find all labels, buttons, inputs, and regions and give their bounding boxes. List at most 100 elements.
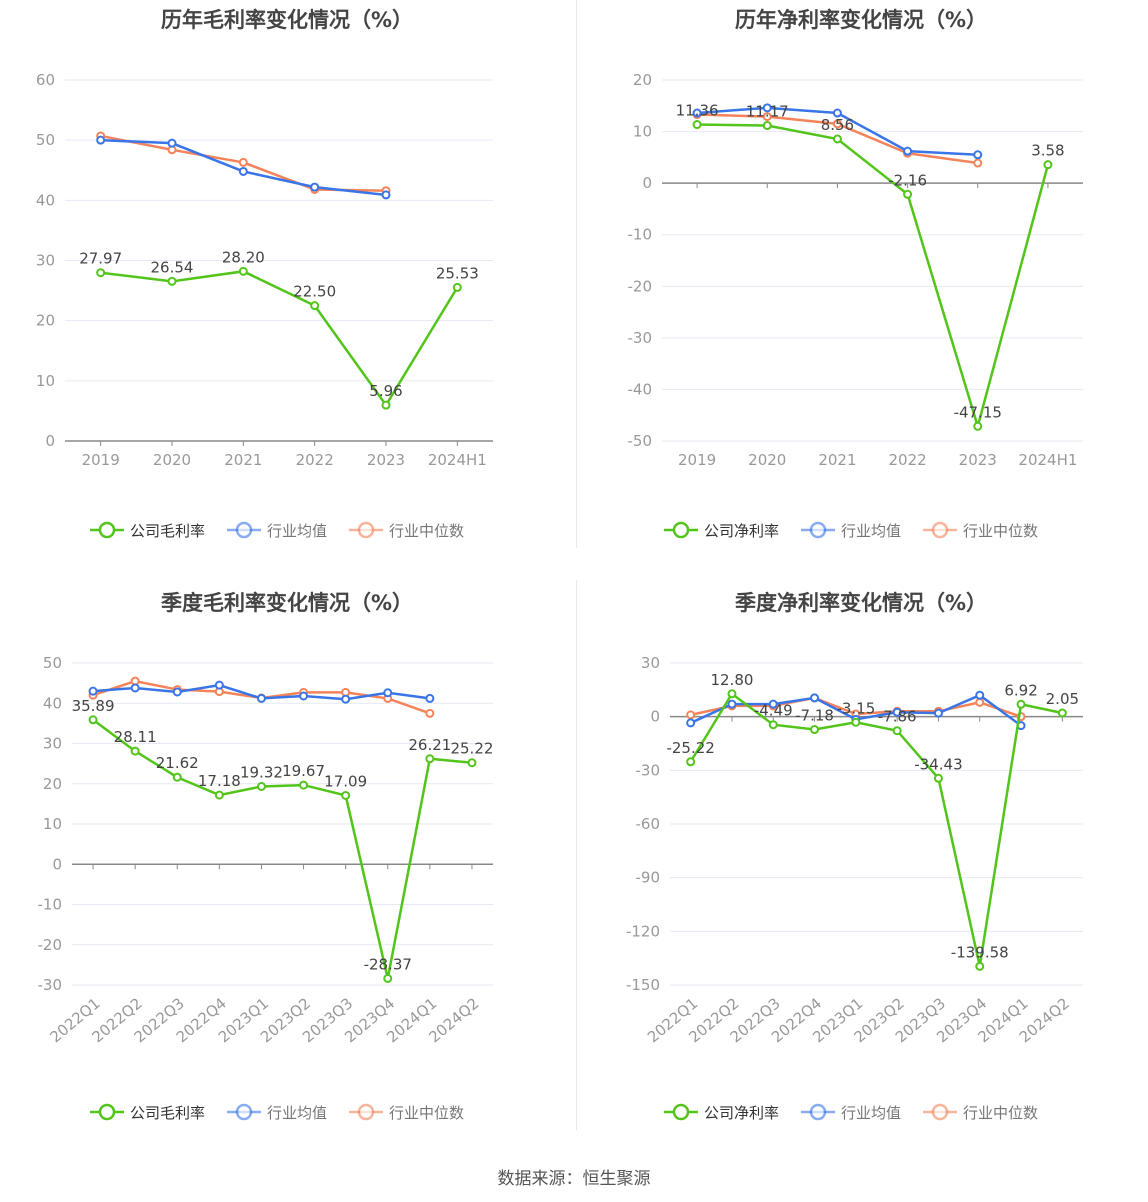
data-label: 25.22: [450, 740, 493, 758]
data-point: [975, 697, 985, 707]
data-point: [383, 688, 393, 698]
legend-item[interactable]: 行业均值: [801, 521, 901, 540]
data-label: 21.62: [156, 754, 199, 772]
y-tick-label: 0: [45, 432, 55, 450]
data-point: [810, 725, 820, 735]
x-tick-label: 2022: [888, 451, 926, 469]
data-point: [172, 772, 182, 782]
data-source: 数据来源：恒生聚源: [497, 1169, 651, 1189]
legend-marker-icon: [98, 1103, 116, 1121]
data-label: 3.58: [1031, 142, 1064, 160]
data-label: 11.17: [746, 103, 789, 121]
data-point: [383, 973, 393, 983]
y-tick-label: 20: [633, 71, 652, 89]
legend-label: 行业均值: [267, 522, 327, 540]
x-tick-label: 2021: [224, 451, 262, 469]
x-tick-label: 2021: [818, 451, 856, 469]
data-point: [310, 182, 320, 192]
legend-marker-icon: [357, 521, 375, 539]
data-point: [686, 718, 696, 728]
legend-label: 行业均值: [267, 1104, 327, 1122]
x-tick-label: 2020: [153, 451, 191, 469]
legend-marker-icon: [235, 1103, 253, 1121]
data-label: -28.37: [364, 955, 412, 973]
data-point: [727, 699, 737, 709]
legend-item[interactable]: 行业均值: [801, 1103, 901, 1122]
data-label: -7.18: [795, 707, 834, 725]
legend-label: 公司净利率: [704, 1104, 779, 1122]
data-point: [686, 710, 696, 720]
legend-item[interactable]: 公司毛利率: [90, 1103, 205, 1122]
data-label: 6.92: [1004, 681, 1037, 699]
data-point: [762, 121, 772, 131]
y-tick-label: -150: [626, 976, 660, 994]
y-tick-label: 10: [43, 815, 62, 833]
y-tick-label: 30: [43, 735, 62, 753]
legend-item[interactable]: 行业均值: [227, 1103, 327, 1122]
data-point: [686, 757, 696, 767]
data-label: 19.32: [240, 763, 283, 781]
data-label: 22.50: [293, 283, 336, 301]
data-point: [425, 754, 435, 764]
x-tick-label: 2023: [959, 451, 997, 469]
data-label: 35.89: [72, 697, 115, 715]
data-point: [310, 301, 320, 311]
data-label: 19.67: [282, 762, 325, 780]
data-point: [214, 790, 224, 800]
data-point: [167, 138, 177, 148]
legend-item[interactable]: 行业均值: [227, 521, 327, 540]
data-point: [1016, 699, 1026, 709]
legend-item[interactable]: 公司净利率: [664, 521, 779, 540]
legend-item[interactable]: 行业中位数: [349, 521, 464, 540]
legend-marker-icon: [931, 521, 949, 539]
legend-marker-icon: [357, 1103, 375, 1121]
legend-item[interactable]: 公司毛利率: [90, 521, 205, 540]
data-point: [341, 790, 351, 800]
data-label: 11.36: [676, 102, 719, 120]
data-point: [973, 150, 983, 160]
data-point: [892, 726, 902, 736]
data-point: [762, 112, 772, 122]
legend-label: 行业均值: [841, 1104, 901, 1122]
data-label: 8.56: [821, 116, 854, 134]
data-point: [832, 119, 842, 129]
legend-label: 行业中位数: [389, 1104, 464, 1122]
y-tick-label: -60: [636, 815, 661, 833]
data-point: [381, 190, 391, 200]
x-tick-label: 2023: [367, 451, 405, 469]
data-point: [238, 266, 248, 276]
y-tick-label: -90: [636, 869, 661, 887]
x-tick-label: 2022: [296, 451, 334, 469]
data-point: [130, 683, 140, 693]
x-tick-label: 2024H1: [1018, 451, 1077, 469]
legend-item[interactable]: 公司净利率: [664, 1103, 779, 1122]
data-point: [214, 680, 224, 690]
data-label: 26.54: [151, 258, 194, 276]
data-point: [256, 781, 266, 791]
y-tick-label: 40: [43, 694, 62, 712]
legend-item[interactable]: 行业中位数: [349, 1103, 464, 1122]
data-point: [692, 108, 702, 118]
legend-label: 行业中位数: [963, 522, 1038, 540]
legend-item[interactable]: 行业中位数: [923, 521, 1038, 540]
x-tick-label: 2019: [82, 451, 120, 469]
data-point: [903, 146, 913, 156]
legend-marker-icon: [809, 1103, 827, 1121]
data-point: [467, 758, 477, 768]
data-label: 17.09: [324, 772, 367, 790]
legend-item[interactable]: 行业中位数: [923, 1103, 1038, 1122]
data-point: [768, 699, 778, 709]
data-point: [341, 694, 351, 704]
data-label: -2.16: [888, 171, 927, 189]
data-point: [96, 135, 106, 145]
data-point: [892, 707, 902, 717]
legend-marker-icon: [931, 1103, 949, 1121]
data-label: 12.80: [710, 671, 753, 689]
data-point: [973, 421, 983, 431]
data-label: -7.86: [878, 708, 917, 726]
data-point: [238, 157, 248, 167]
y-tick-label: 30: [641, 654, 660, 672]
data-point: [832, 108, 842, 118]
